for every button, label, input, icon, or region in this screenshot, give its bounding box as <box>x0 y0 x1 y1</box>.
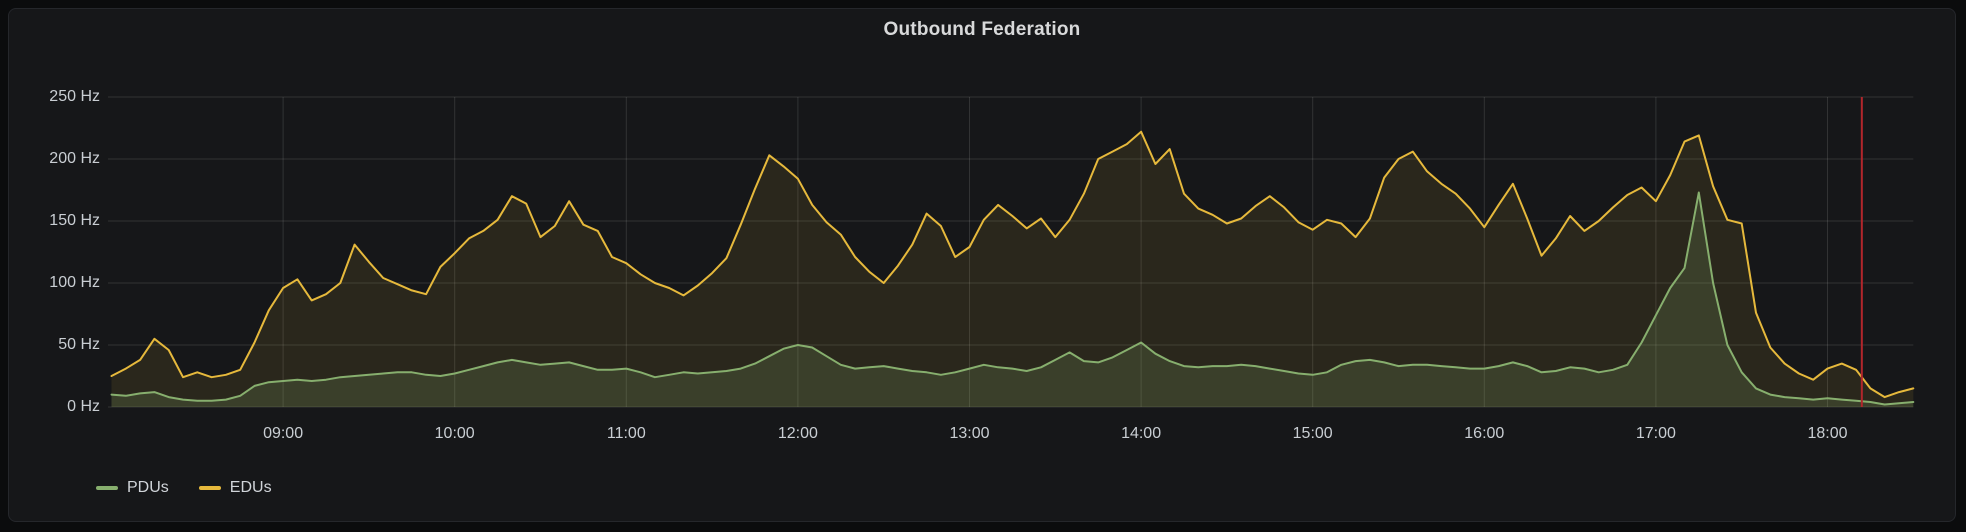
pdus-series-line[interactable] <box>110 191 1915 406</box>
edus-series-line[interactable] <box>110 130 1915 399</box>
x-tick-label: 18:00 <box>1807 425 1848 442</box>
x-tick-label: 10:00 <box>434 425 475 442</box>
legend-item-edus[interactable]: EDUs <box>198 479 272 497</box>
edus-series-dash-icon <box>198 486 221 490</box>
legend: PDUs EDUs <box>96 476 272 500</box>
panel-title[interactable]: Outbound Federation <box>883 19 1081 40</box>
x-tick-label: 17:00 <box>1635 425 1676 442</box>
y-tick-label: 250 Hz <box>49 88 100 105</box>
legend-item-pdus[interactable]: PDUs <box>96 479 169 497</box>
edus-series-fill <box>111 131 1914 407</box>
x-tick-label: 16:00 <box>1464 425 1505 442</box>
y-tick-label: 200 Hz <box>49 150 100 167</box>
y-tick-label: 0 Hz <box>67 398 100 415</box>
y-tick-label: 100 Hz <box>49 274 100 291</box>
x-tick-label: 15:00 <box>1292 425 1333 442</box>
x-tick-label: 09:00 <box>263 425 304 442</box>
pdus-series-fill <box>111 192 1914 407</box>
x-tick-label: 13:00 <box>949 425 990 442</box>
x-tick-label: 14:00 <box>1121 425 1162 442</box>
panel-outbound-federation: Outbound Federation <box>8 8 1956 522</box>
legend-label-edus: EDUs <box>229 479 272 496</box>
x-tick-label: 12:00 <box>777 425 818 442</box>
x-tick-label: 11:00 <box>606 425 646 442</box>
pdus-series-dash-icon <box>96 486 118 490</box>
y-tick-label: 150 Hz <box>49 212 100 229</box>
y-tick-label: 50 Hz <box>58 336 100 353</box>
legend-label-pdus: PDUs <box>127 479 169 496</box>
